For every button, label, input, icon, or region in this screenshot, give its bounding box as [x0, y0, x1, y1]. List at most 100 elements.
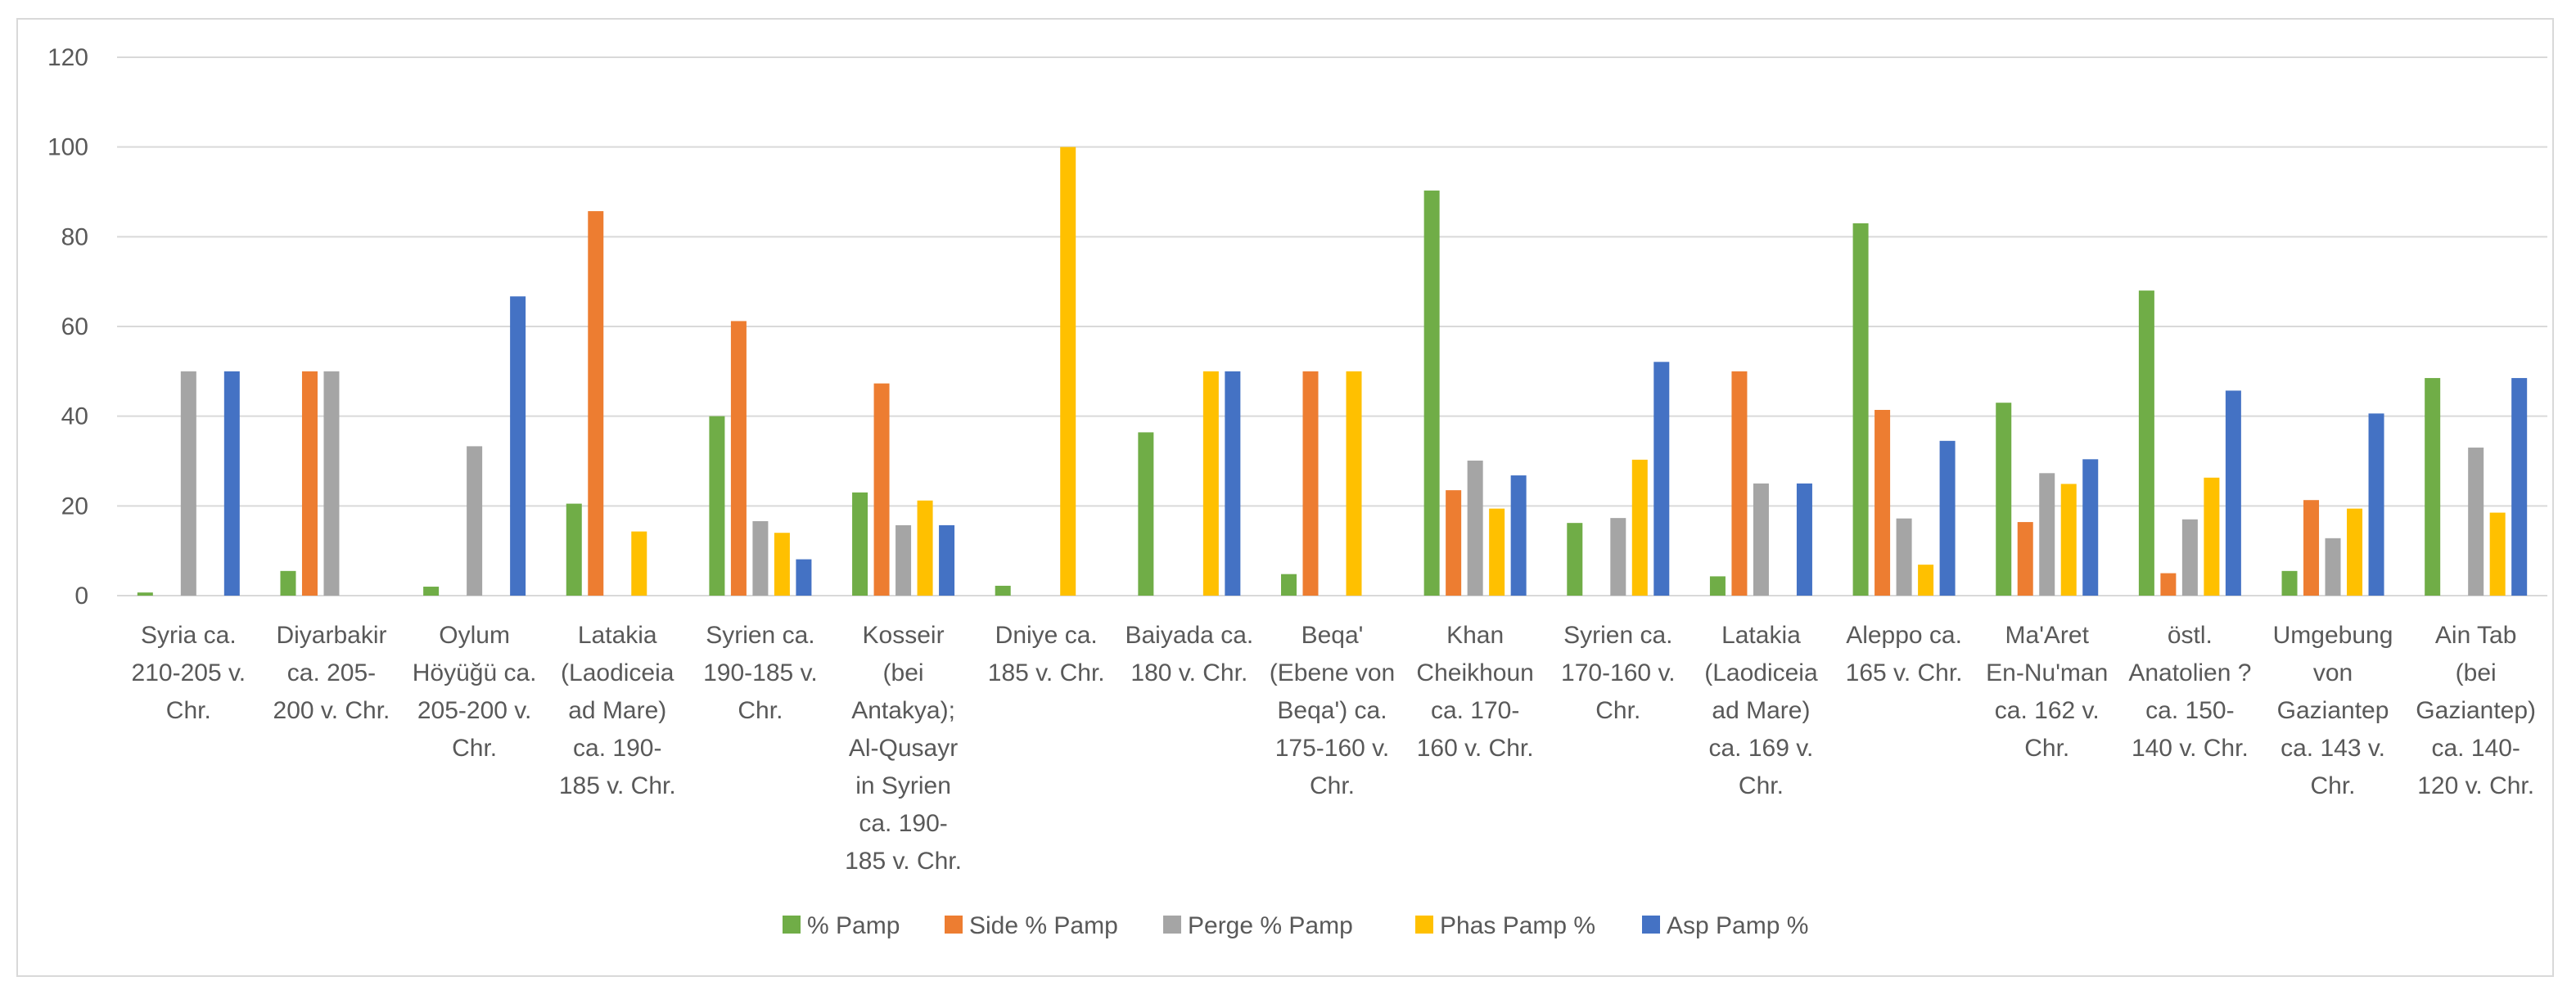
- bar: [467, 446, 483, 596]
- bar: [2425, 378, 2441, 596]
- y-tick-label: 40: [61, 403, 88, 430]
- bar: [2511, 378, 2528, 596]
- bar: [2017, 522, 2033, 596]
- bar: [2368, 413, 2384, 596]
- y-tick-label: 60: [61, 313, 88, 340]
- bar: [709, 416, 725, 596]
- bar: [1225, 371, 1241, 596]
- bar: [2160, 573, 2177, 596]
- bar: [939, 524, 955, 596]
- legend-swatch: [1642, 916, 1660, 934]
- legend-label: Perge % Pamp: [1188, 912, 1353, 939]
- legend-label: Asp Pamp %: [1667, 912, 1808, 939]
- x-tick-label: Latakia (Laodiceia ad Mare) ca. 190-185 v. …: [559, 622, 676, 799]
- x-tick-label: Aleppo ca. 165 v. Chr.: [1846, 622, 1963, 686]
- bar: [1281, 574, 1297, 596]
- chart-area: [16, 18, 2554, 977]
- x-tick-label: Ma'Aret En-Nu'man ca. 162 v. Chr.: [1986, 622, 2108, 762]
- bar: [2060, 484, 2077, 596]
- y-tick-label: 120: [47, 44, 88, 71]
- bar: [1631, 459, 1648, 596]
- bar: [2225, 390, 2241, 596]
- legend-label: Side % Pamp: [969, 912, 1118, 939]
- bar: [917, 500, 933, 596]
- bar: [1138, 432, 1154, 596]
- bar: [2325, 538, 2341, 596]
- legend-label: Phas Pamp %: [1440, 912, 1595, 939]
- bar: [2138, 290, 2154, 596]
- x-tick-label: Khan Cheikhoun ca. 170-160 v. Chr.: [1416, 622, 1533, 762]
- x-tick-label: Latakia (Laodiceia ad Mare) ca. 169 v. Chr.: [1704, 622, 1818, 799]
- bar: [1852, 223, 1869, 596]
- y-tick-label: 100: [47, 134, 88, 161]
- y-tick-label: 0: [74, 583, 88, 610]
- x-tick-label: Dniye ca. 185 v. Chr.: [988, 622, 1105, 686]
- bar: [752, 520, 769, 596]
- bar: [223, 371, 240, 596]
- bar: [1567, 523, 1583, 596]
- bar: [2303, 500, 2320, 596]
- bar: [2181, 519, 2198, 596]
- bar: [1653, 362, 1670, 596]
- bar: [1446, 490, 1462, 596]
- bar: [1874, 409, 1891, 596]
- bar: [280, 570, 296, 596]
- bar: [1060, 146, 1076, 596]
- x-tick-label: Beqa' (Ebene von Beqa') ca. 175-160 v. Chr.: [1270, 622, 1395, 799]
- bar: [896, 524, 912, 596]
- bar: [1610, 518, 1626, 596]
- legend-label: % Pamp: [807, 912, 900, 939]
- bars: [137, 146, 2528, 596]
- x-axis-labels: Syria ca. 210-205 v. Chr. Diyarbakir ca. 205…: [132, 622, 2537, 875]
- bar: [2489, 512, 2506, 596]
- bar: [796, 559, 812, 596]
- y-tick-label: 20: [61, 493, 88, 520]
- bar: [566, 503, 582, 596]
- bar: [2082, 459, 2099, 596]
- y-tick-label: 80: [61, 223, 88, 250]
- bar: [1346, 371, 1362, 596]
- bar: [137, 592, 153, 596]
- bar: [323, 371, 340, 596]
- x-tick-label: Diyarbakir ca. 205-200 v. Chr.: [273, 622, 390, 724]
- y-axis-labels: 0 20 40 60 80 100 120: [47, 44, 88, 610]
- x-tick-label: Syrien ca. 170-160 v. Chr.: [1561, 622, 1676, 724]
- x-tick-label: Oylum Höyüğü ca. 205-200 v. Chr.: [413, 622, 537, 762]
- bar: [2204, 477, 2220, 596]
- bar: [873, 383, 890, 596]
- bar: [510, 296, 526, 596]
- bar: [1423, 190, 1440, 596]
- x-tick-label: Syrien ca. 190-185 v. Chr.: [703, 622, 818, 724]
- legend-swatch: [945, 916, 963, 934]
- x-tick-label: Ain Tab (bei Gaziantep) ca. 140-120 v. Chr.: [2416, 622, 2536, 799]
- bar: [588, 211, 604, 596]
- legend-swatch: [1415, 916, 1433, 934]
- legend-swatch: [1163, 916, 1181, 934]
- bar: [1753, 483, 1769, 596]
- bar: [1709, 576, 1726, 596]
- bar: [1939, 440, 1956, 596]
- x-tick-label: Baiyada ca. 180 v. Chr.: [1125, 622, 1253, 686]
- bar: [852, 492, 868, 596]
- bar: [2347, 508, 2363, 596]
- bar: [1731, 371, 1748, 596]
- bar: [423, 587, 440, 596]
- bar: [301, 371, 318, 596]
- bar: [1510, 475, 1527, 596]
- x-tick-label: Kosseir (bei Antakya); Al-Qusayr in Syrien ca…: [845, 622, 962, 875]
- bar: [2039, 473, 2055, 596]
- legend: % Pamp Side % Pamp Perge % Pamp Phas Pamp %…: [783, 912, 1808, 939]
- legend-swatch: [783, 916, 801, 934]
- bar: [180, 371, 196, 596]
- bar: [774, 533, 790, 596]
- x-tick-label: östl. Anatolien ? ca. 150-140 v. Chr.: [2128, 622, 2251, 762]
- bar: [631, 531, 647, 596]
- bar: [1996, 403, 2012, 596]
- bar: [1467, 460, 1483, 596]
- bar: [1202, 371, 1219, 596]
- bar: [2468, 448, 2484, 596]
- bar: [730, 321, 747, 596]
- bar: [2281, 570, 2298, 596]
- x-tick-label: Syria ca. 210-205 v. Chr.: [132, 622, 246, 724]
